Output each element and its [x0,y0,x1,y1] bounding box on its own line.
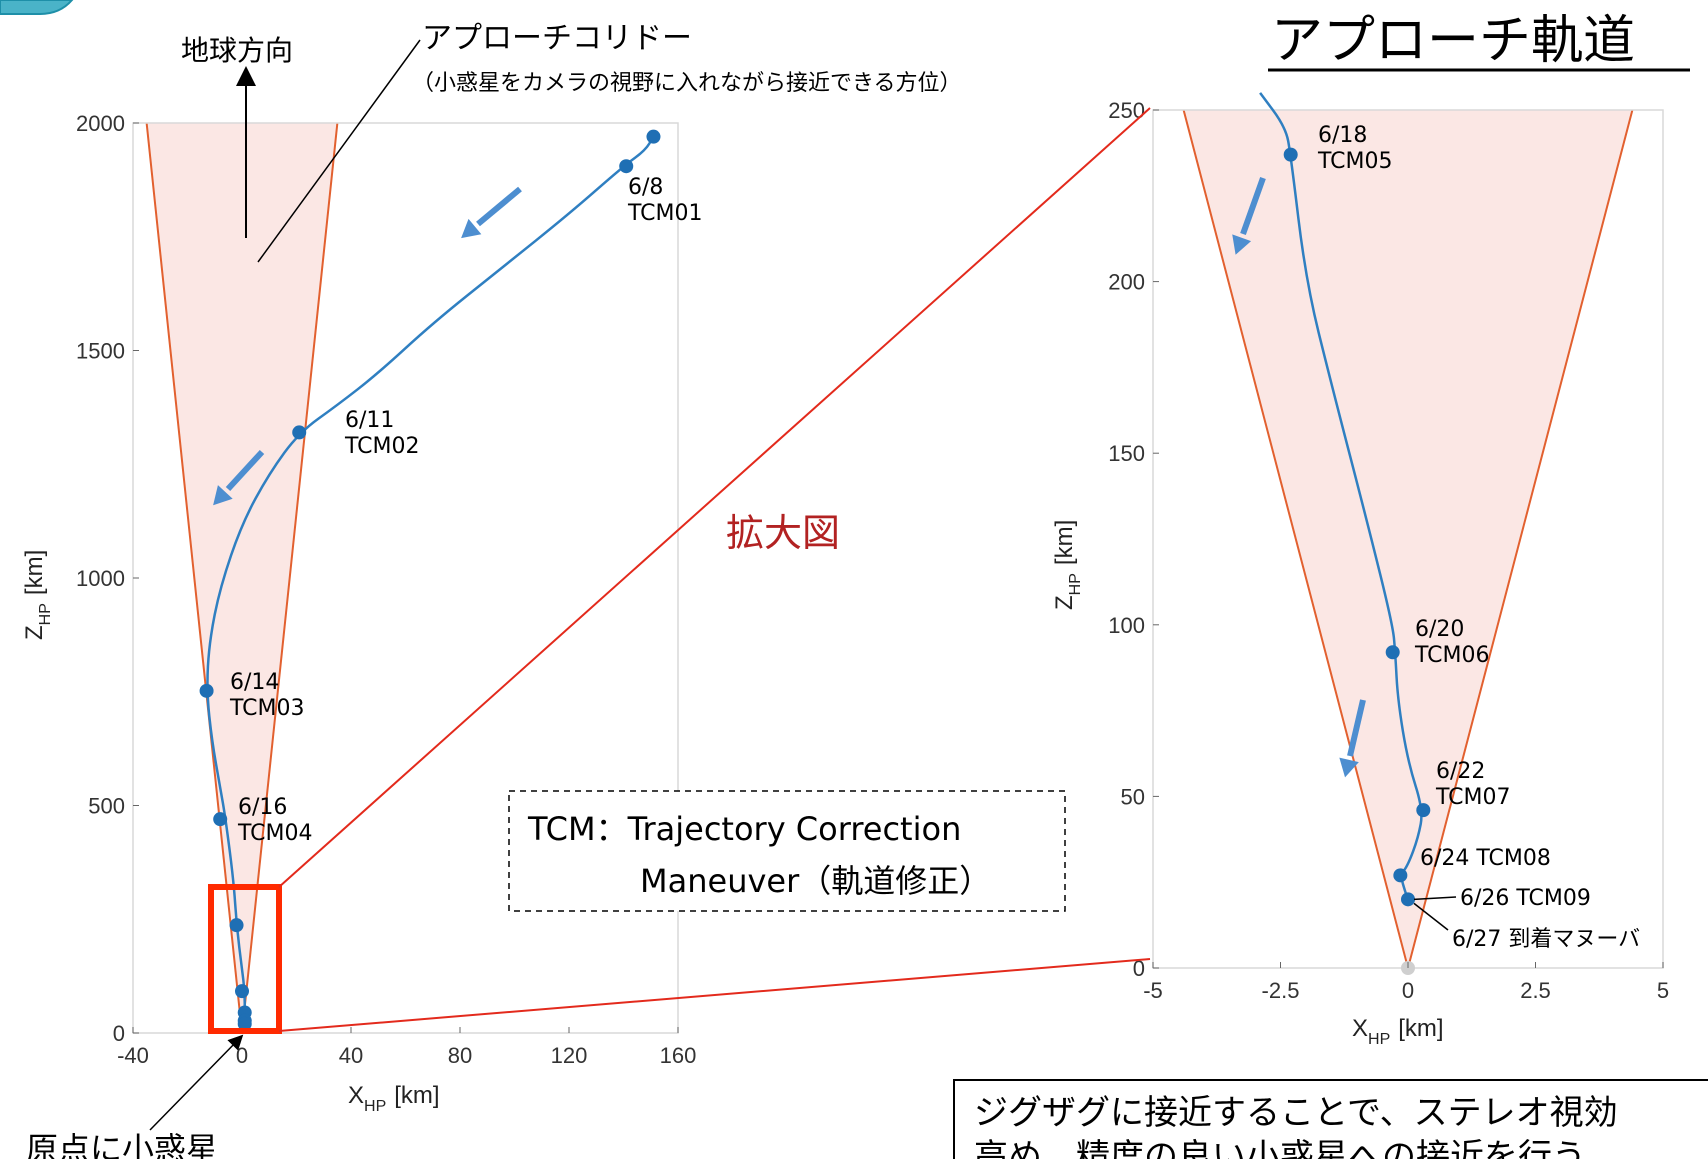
figure-title: アプローチ軌道 [1271,11,1635,71]
tcm-point [1416,803,1431,818]
corridor-area [1183,110,1633,968]
y-tick-label: 0 [1133,956,1145,981]
direction-arrow-head [213,485,233,506]
corridor-pointer-line [257,39,421,263]
note-line2: 高め、精度の良い小惑星への接近を行う [974,1137,1586,1159]
corridor-note: （小惑星をカメラの視野に入れながら接近できる方位） [412,71,962,96]
arrival-leader [1413,902,1449,931]
corridor-area [146,123,338,1033]
y-tick-label: 50 [1121,784,1145,809]
corridor-edge-right [1407,109,1634,969]
zoom-region-box [208,884,282,1034]
note-box [953,1079,1708,1159]
tcm-date-label: 6/8 [628,175,663,200]
x-tick-label: 0 [236,1043,248,1068]
direction-arrow-shaft [225,449,265,492]
tcm-point [213,812,228,827]
x-tick-label: 5 [1657,978,1669,1003]
zoom-connector-bottom [278,958,1151,1032]
x-tick-label: 160 [660,1043,697,1068]
tcm-date-label: 6/16 [238,795,287,820]
earth-direction-label: 地球方向 [181,34,293,67]
tcm-name-label: TCM07 [1435,785,1511,810]
y-tick-label: 500 [88,794,125,819]
y-tick-label: 1500 [76,339,125,364]
y-tick-label: 100 [1108,613,1145,638]
direction-arrow-shaft [1347,699,1366,757]
y-tick-label: 0 [113,1021,125,1046]
tcm-label: 6/26 TCM09 [1460,886,1591,911]
zoom-connector-top [278,107,1151,888]
tcm-date-label: 6/18 [1318,123,1367,148]
tcm-legend-line1: TCM：Trajectory Correction [527,810,961,848]
tcm-name-label: TCM04 [237,821,313,846]
tcm-point [646,129,661,144]
tcm-point [1401,892,1415,907]
origin-label: 原点に小惑星 [26,1130,218,1159]
tcm-point [1283,147,1298,162]
x-tick-label: 0 [1402,978,1414,1003]
x-axis-label-left: XHP [km] [348,1082,440,1115]
direction-arrow-shaft [1240,176,1266,236]
tcm-date-label: 6/22 [1436,759,1485,784]
y-tick-label: 200 [1108,270,1145,295]
tcm-date-label: 6/11 [345,408,394,433]
tcm-name-label: TCM06 [1414,643,1490,668]
direction-arrow-head [1339,757,1359,778]
y-tick-label: 2000 [76,111,125,136]
tcm-legend-line2: Maneuver（軌道修正） [640,862,991,900]
origin-pointer-arrow [149,1034,244,1131]
x-tick-label: -2.5 [1262,978,1300,1003]
x-tick-label: 80 [448,1043,472,1068]
trajectory-line [206,136,655,1024]
zoom-label: 拡大図 [726,511,840,555]
y-tick-label: 150 [1108,441,1145,466]
x-tick-label: 40 [339,1043,363,1068]
tcm-date-label: 6/20 [1415,617,1464,642]
tcm-date-label: 6/14 [230,670,279,695]
direction-arrow-shaft [476,186,522,227]
corridor-edge-left [1182,109,1409,969]
tcm-point [235,984,249,999]
x-axis-label-right: XHP [km] [1352,1015,1444,1048]
direction-arrow-head [1232,234,1252,255]
tcm-point [199,683,214,698]
tcm-point [229,918,244,933]
corridor-edge-left [145,122,243,1034]
arrival-label: 6/27 到着マヌーバ [1452,927,1640,952]
y-axis-label-left: ZHP[km] [21,550,54,640]
tcm-name-label: TCM03 [229,696,305,721]
x-tick-label: -40 [117,1043,149,1068]
tcm-point [1393,868,1408,883]
y-axis-label-right: ZHP[km] [1051,520,1084,610]
tcm-name-label: TCM02 [344,434,420,459]
direction-arrow-head [461,218,482,239]
tcm-name-label: TCM05 [1317,149,1393,174]
note-line1: ジグザグに接近することで、ステレオ視効 [974,1093,1618,1133]
y-tick-label: 1000 [76,566,125,591]
tcm-point [1385,645,1400,660]
x-tick-label: 2.5 [1520,978,1551,1003]
tcm-legend-box [508,790,1066,912]
x-tick-label: 120 [551,1043,588,1068]
x-tick-label: -5 [1143,978,1163,1003]
tcm-point [619,159,634,174]
tcm-name-label: TCM01 [627,201,703,226]
tcm-point [292,425,307,440]
corridor-edge-right [241,122,339,1034]
y-tick-label: 250 [1108,98,1145,123]
corridor-title: アプローチコリドー [422,21,692,56]
tcm-point [237,1016,252,1031]
tcm-label-leader [1413,896,1457,901]
tcm-label: 6/24 TCM08 [1420,846,1551,871]
trajectory-line [1259,92,1423,900]
corner-tab-decoration [0,0,74,15]
